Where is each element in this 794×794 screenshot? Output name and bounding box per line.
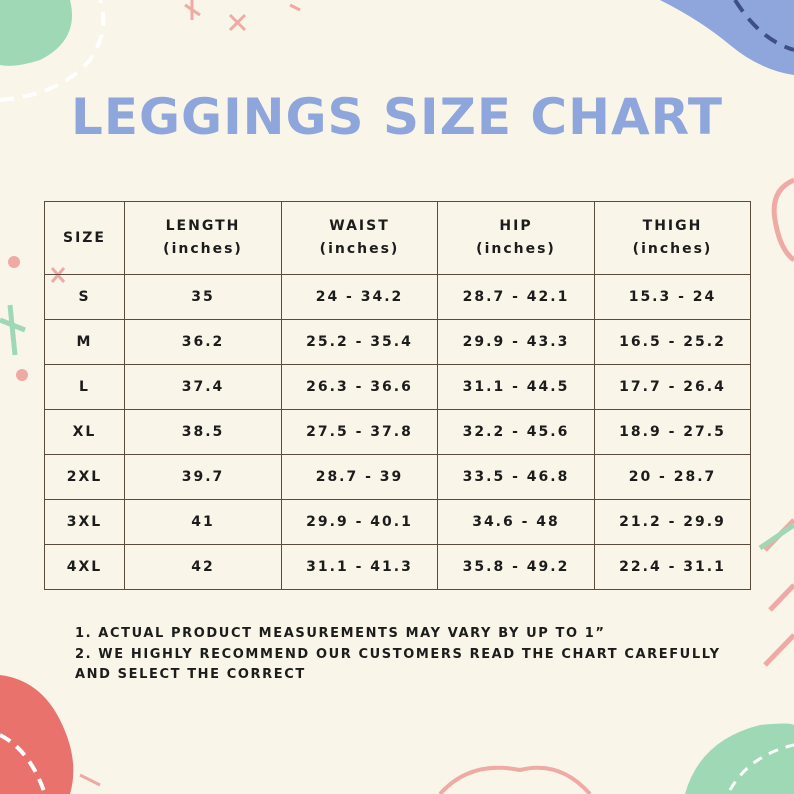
cell: 37.4	[124, 364, 282, 410]
row: S 35 24 - 34.2 28.7 - 42.1 15.3 - 24	[44, 274, 751, 320]
header-cell: SIZE	[44, 201, 125, 275]
header-cell: HIP (inches)	[437, 201, 595, 275]
row: 2XL 39.7 28.7 - 39 33.5 - 46.8 20 - 28.7	[44, 454, 751, 500]
cell: 20 - 28.7	[594, 454, 751, 500]
header-cell: LENGTH (inches)	[124, 201, 282, 275]
sparkle	[0, 304, 26, 356]
blob	[660, 0, 794, 75]
cell: 15.3 - 24	[594, 274, 751, 320]
cell: 25.2 - 35.4	[281, 319, 438, 365]
cell: 41	[124, 499, 282, 545]
cell: 24 - 34.2	[281, 274, 438, 320]
cell: 32.2 - 45.6	[437, 409, 595, 455]
header-text: WAIST	[329, 218, 390, 234]
header-text: HIP	[499, 218, 533, 234]
dot	[16, 369, 28, 381]
cell: 42	[124, 544, 282, 590]
cell: 27.5 - 37.8	[281, 409, 438, 455]
curve	[771, 177, 794, 263]
cell: XL	[44, 409, 125, 455]
cell: 17.7 - 26.4	[594, 364, 751, 410]
cell: 26.3 - 36.6	[281, 364, 438, 410]
cell: 38.5	[124, 409, 282, 455]
size-table: SIZE LENGTH (inches) WAIST (inches) HIP (inche…	[44, 201, 751, 590]
cell: 35	[124, 274, 282, 320]
header-text: (inches)	[319, 241, 400, 257]
cell: 29.9 - 43.3	[437, 319, 595, 365]
cell: 22.4 - 31.1	[594, 544, 751, 590]
header-text: LENGTH	[165, 218, 241, 234]
row: M 36.2 25.2 - 35.4 29.9 - 43.3 16.5 - 25.2	[44, 319, 751, 365]
header-text: (inches)	[163, 241, 243, 257]
cell: 35.8 - 49.2	[437, 544, 595, 590]
cell: 33.5 - 46.8	[437, 454, 595, 500]
dash	[0, 733, 47, 794]
blob	[0, 0, 72, 66]
note-line: AND SELECT THE CORRECT	[75, 667, 306, 682]
cell: M	[44, 319, 125, 365]
title: LEGGINGS SIZE CHART	[70, 88, 724, 146]
blob	[685, 723, 794, 794]
header-text: (inches)	[476, 241, 556, 257]
dash	[728, 743, 794, 791]
cell: 31.1 - 41.3	[281, 544, 438, 590]
cell: 28.7 - 42.1	[437, 274, 595, 320]
cell: L	[44, 364, 125, 410]
note-line: 1. ACTUAL PRODUCT MEASUREMENTS MAY VARY …	[75, 626, 606, 641]
header-text: (inches)	[632, 241, 713, 257]
curve	[438, 765, 592, 794]
notes: 1. ACTUAL PRODUCT MEASUREMENTS MAY VARY …	[75, 624, 721, 686]
cell: 28.7 - 39	[281, 454, 438, 500]
cell: 39.7	[124, 454, 282, 500]
dash	[733, 0, 794, 52]
cell: 29.9 - 40.1	[281, 499, 438, 545]
cell: 34.6 - 48	[437, 499, 595, 545]
cell: 3XL	[44, 499, 125, 545]
header-row: SIZE LENGTH (inches) WAIST (inches) HIP (inche…	[44, 201, 751, 275]
cell: 18.9 - 27.5	[594, 409, 751, 455]
header-text: THIGH	[642, 218, 703, 234]
cell: 21.2 - 29.9	[594, 499, 751, 545]
cell: 2XL	[44, 454, 125, 500]
note-line: 2. WE HIGHLY RECOMMEND OUR CUSTOMERS REA…	[75, 646, 721, 662]
row: 4XL 42 31.1 - 41.3 35.8 - 49.2 22.4 - 31.1	[44, 544, 751, 590]
dash	[0, 0, 106, 102]
dot	[8, 256, 20, 268]
header-cell: THIGH (inches)	[594, 201, 751, 275]
header-text: SIZE	[62, 229, 106, 246]
blob	[0, 675, 74, 794]
curve	[758, 522, 794, 551]
cell: 4XL	[44, 544, 125, 590]
row: XL 38.5 27.5 - 37.8 32.2 - 45.6 18.9 - 27.5	[44, 409, 751, 455]
row: 3XL 41 29.9 - 40.1 34.6 - 48 21.2 - 29.9	[44, 499, 751, 545]
header-cell: WAIST (inches)	[281, 201, 438, 275]
row: L 37.4 26.3 - 36.6 31.1 - 44.5 17.7 - 26.4	[44, 364, 751, 410]
cell: 31.1 - 44.5	[437, 364, 595, 410]
cell: S	[44, 274, 125, 320]
cell: 36.2	[124, 319, 282, 365]
cell: 16.5 - 25.2	[594, 319, 751, 365]
